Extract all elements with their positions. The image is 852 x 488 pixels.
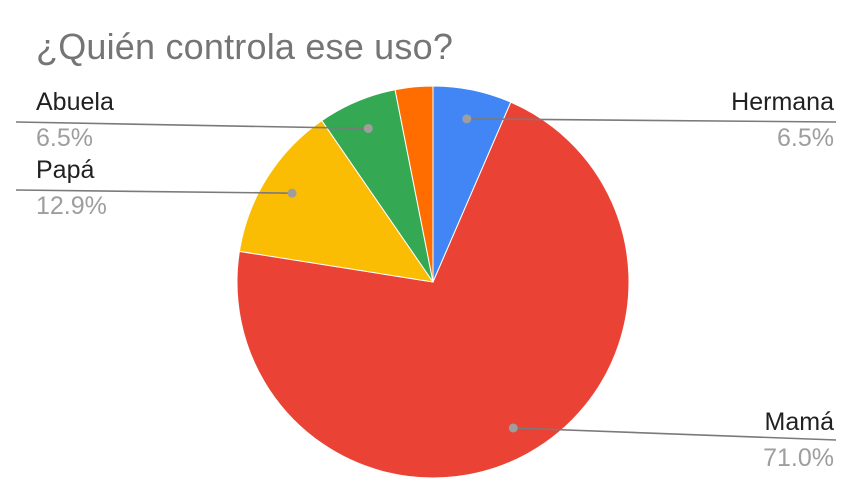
- leader-mama: [508, 423, 837, 441]
- chart-title: ¿Quién controla ese uso?: [36, 26, 454, 67]
- pie-slice-other: [394, 85, 434, 283]
- label-hermana-name: Hermana: [731, 88, 834, 116]
- label-papa-pct: 12.9%: [36, 192, 107, 220]
- label-abuela-pct: 6.5%: [36, 124, 93, 152]
- label-papa-name: Papá: [36, 156, 95, 184]
- leader-hermana: [462, 114, 837, 124]
- label-abuela-name: Abuela: [36, 88, 114, 116]
- pie-slice-mama: [236, 101, 630, 479]
- label-mama-name: Mamá: [764, 408, 834, 436]
- leader-abuela: [15, 121, 373, 133]
- leader-papa: [15, 188, 297, 198]
- label-hermana-pct: 6.5%: [777, 124, 834, 152]
- label-mama-pct: 71.0%: [763, 444, 834, 472]
